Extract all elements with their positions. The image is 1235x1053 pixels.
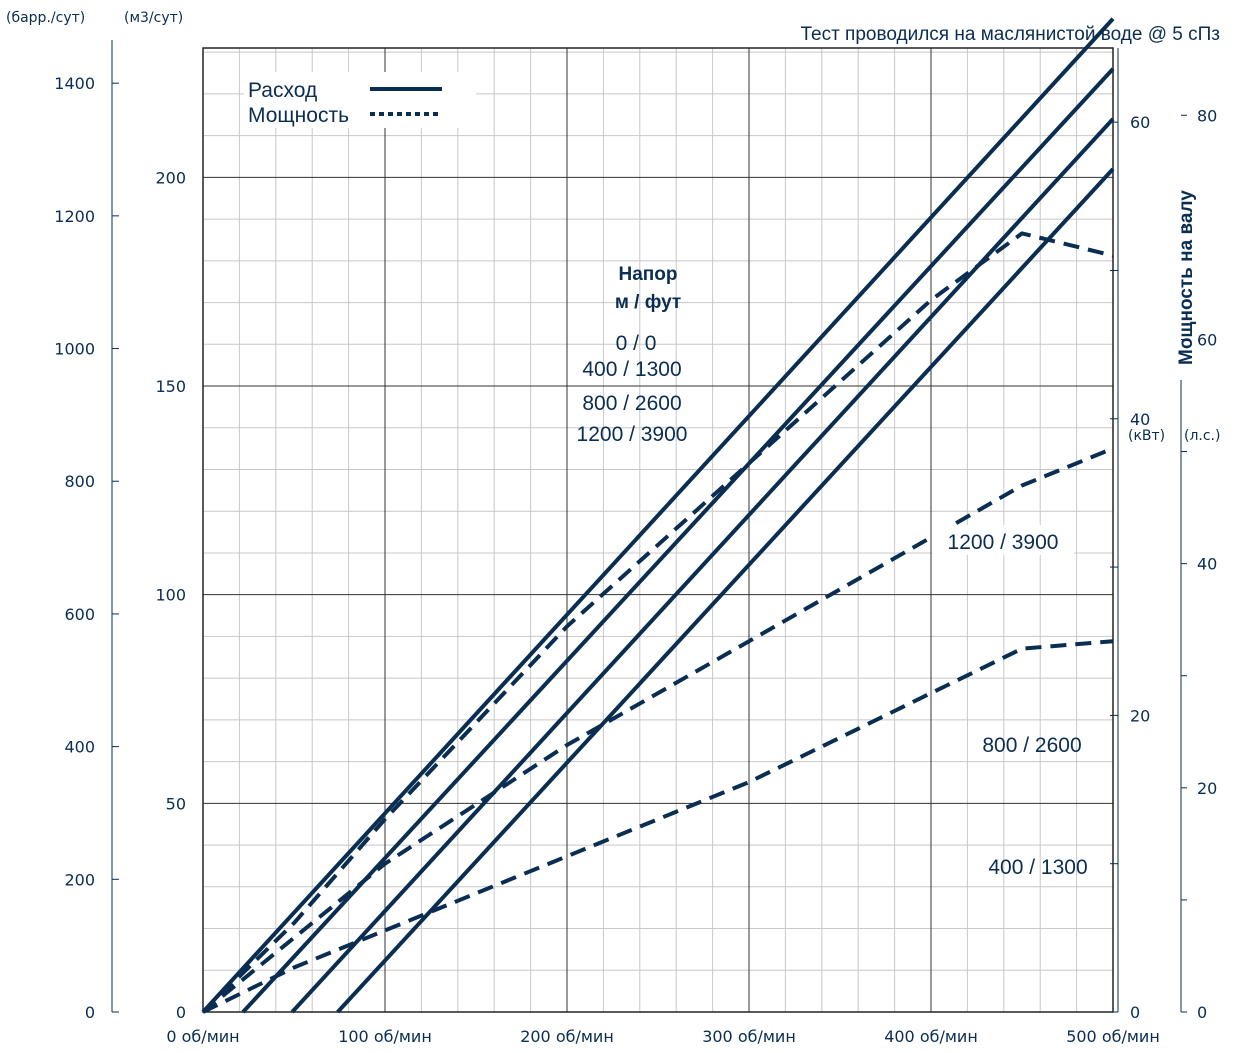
right-inner-tick-label: 0 [1130, 1003, 1140, 1022]
power-line [202, 639, 1114, 1014]
right-inner-tick-label: 40 [1130, 410, 1150, 429]
flow-label-2: 800 / 2600 [582, 392, 681, 415]
left-outer-tick-label: 1200 [54, 207, 95, 226]
right-inner-tick-label: 20 [1130, 706, 1150, 725]
x-tick-label: 0 об/мин [166, 1027, 239, 1046]
legend-label-flow: Расход [248, 79, 317, 102]
power-label-2: 400 / 1300 [988, 856, 1087, 879]
left-outer-tick-label: 1000 [54, 340, 95, 359]
chart-note: Тест проводился на маслянистой воде @ 5 … [800, 24, 1220, 45]
axes [111, 40, 1187, 1013]
left-inner-unit: (м3/сут) [124, 10, 183, 26]
x-tick-label: 100 об/мин [338, 1027, 432, 1046]
left-outer-tick-label: 800 [64, 472, 95, 491]
left-inner-tick-label: 150 [155, 377, 186, 396]
x-tick-label: 500 об/мин [1066, 1027, 1160, 1046]
right-inner-tick-label: 60 [1130, 113, 1150, 132]
left-outer-tick-label: 1400 [54, 74, 95, 93]
head-title-line2: м / фут [615, 292, 681, 313]
left-inner-tick-label: 50 [166, 794, 186, 813]
left-outer-tick-label: 200 [64, 870, 95, 889]
right-outer-tick-label: 60 [1197, 330, 1217, 349]
right-outer-tick-label: 20 [1197, 779, 1217, 798]
flow-label-0: 0 / 0 [616, 332, 657, 355]
flow-label-3: 1200 / 3900 [577, 423, 688, 446]
plot-frame [202, 47, 1114, 1013]
right-outer-tick-label: 0 [1197, 1003, 1207, 1022]
power-line [201, 231, 1114, 1014]
right-outer-tick-label: 40 [1197, 555, 1217, 574]
left-outer-unit: (барр./сут) [6, 10, 85, 26]
power-label-bg-0 [932, 525, 1074, 555]
right-inner-unit: (кВт) [1128, 428, 1165, 444]
x-tick-label: 400 об/мин [884, 1027, 978, 1046]
labels: 0 об/мин 100 об/мин 200 об/мин 300 об/мин 40… [54, 74, 1217, 1046]
left-inner-tick-label: 0 [176, 1003, 186, 1022]
left-inner-tick-label: 200 [155, 168, 186, 187]
left-outer-tick-label: 0 [85, 1003, 95, 1022]
power-label-0: 1200 / 3900 [948, 531, 1059, 554]
flow-line [201, 17, 1115, 1014]
flow-line [241, 67, 1115, 1014]
left-outer-tick-label: 400 [64, 738, 95, 757]
flow-line [336, 167, 1115, 1014]
right-outer-tick-label: 80 [1197, 106, 1217, 125]
series [201, 17, 1115, 1014]
left-outer-tick-label: 600 [64, 605, 95, 624]
right-outer-unit: (л.с.) [1184, 428, 1220, 444]
power-label-1: 800 / 2600 [982, 734, 1081, 757]
x-tick-label: 200 об/мин [520, 1027, 614, 1046]
left-inner-tick-label: 100 [155, 586, 186, 605]
flow-line [290, 117, 1115, 1014]
flow-label-1: 400 / 1300 [582, 358, 681, 381]
right-axis-title: Мощность на валу [1176, 190, 1197, 365]
grid [202, 47, 1114, 1013]
legend-label-power: Мощность [248, 104, 349, 127]
x-tick-label: 300 об/мин [702, 1027, 796, 1046]
head-title-line1: Напор [619, 264, 678, 285]
legend-background [244, 72, 476, 128]
legend: Расход Мощность [244, 72, 476, 128]
